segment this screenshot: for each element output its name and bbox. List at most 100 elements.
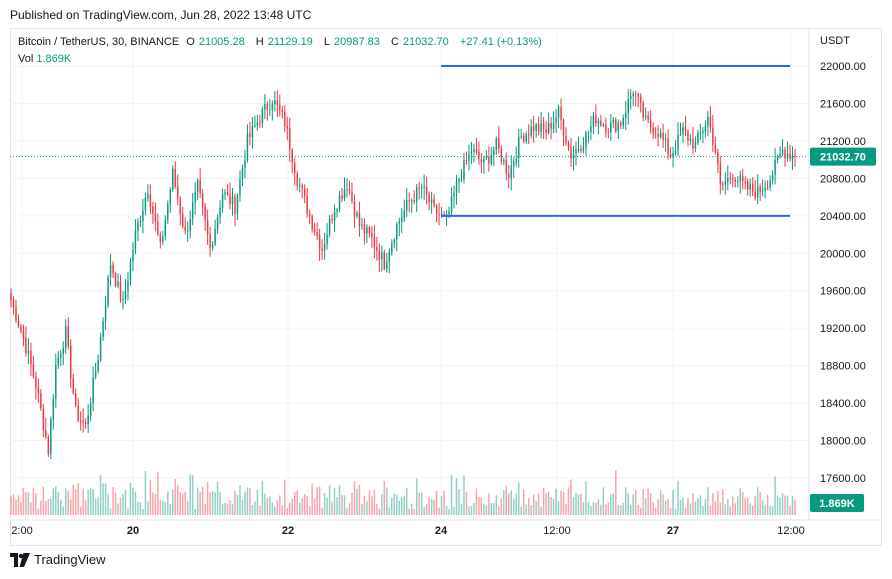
candle-body [652, 127, 654, 135]
volume-bar [592, 501, 595, 515]
candle-body [475, 149, 478, 152]
volume-bar [746, 497, 749, 515]
candle-body [20, 326, 22, 331]
volume-bar [346, 508, 348, 515]
brand-name: TradingView [34, 552, 106, 567]
volume-bar [692, 493, 694, 515]
volume-bar [505, 485, 508, 515]
volume-bar [219, 492, 221, 515]
volume-bar [547, 492, 550, 515]
volume-bar [741, 492, 744, 515]
candle-body [771, 175, 774, 181]
candle-body [159, 234, 162, 242]
candle-body [637, 94, 639, 97]
candle-body [186, 230, 189, 232]
candle-body [269, 109, 271, 111]
candle-body [515, 158, 517, 162]
volume-bar [727, 498, 729, 515]
candle-body [719, 164, 722, 185]
candle-body [530, 126, 532, 136]
candle-body [674, 150, 677, 153]
volume-bar [555, 488, 557, 515]
candle-body [751, 184, 754, 192]
candle-body [134, 230, 137, 251]
candle-body [654, 134, 657, 136]
candle-body [15, 306, 17, 321]
volume-bar [274, 506, 276, 515]
candle-body [303, 188, 306, 196]
symbol-name[interactable]: Bitcoin / TetherUS, 30, BINANCE [18, 36, 180, 48]
candle-body [587, 132, 590, 134]
volume-bar [132, 487, 134, 515]
y-tick-label: 18400.00 [820, 398, 866, 410]
candle-body [47, 436, 50, 454]
volume-bar [109, 508, 112, 515]
volume-bar [677, 480, 679, 515]
candle-body [401, 217, 403, 222]
volume-bar [722, 489, 724, 515]
volume-bar [791, 495, 794, 515]
volume-bar [159, 499, 162, 515]
candle-body [766, 187, 769, 189]
volume-bar [545, 493, 547, 515]
y-tick-label: 20000.00 [820, 248, 866, 260]
candle-body [423, 186, 425, 188]
volume-badge-label: 1.869K [819, 498, 855, 510]
candle-body [717, 151, 719, 165]
volume-bar [495, 495, 498, 515]
y-tick-label: 21200.00 [820, 136, 866, 148]
candle-body [403, 210, 405, 218]
volume-bar [244, 491, 246, 515]
candle-body [418, 187, 420, 189]
volume-bar [194, 508, 196, 515]
volume-bar [737, 496, 739, 515]
candle-body [769, 180, 771, 188]
candle-body [388, 252, 391, 262]
candle-body [42, 408, 45, 431]
volume-bar [443, 490, 445, 515]
volume-bar [739, 488, 741, 515]
price-chart[interactable]: 22000.00 21600.00 21200.00 20800.00 20400.00… [0, 0, 892, 546]
volume-bar [341, 494, 343, 515]
volume-bar [15, 499, 17, 515]
volume-bar [82, 488, 84, 515]
candle-body [413, 200, 415, 202]
candle-body [10, 292, 12, 301]
volume-bar [107, 493, 109, 515]
candle-body [381, 252, 383, 260]
candle-body [684, 127, 687, 132]
candle-body [480, 158, 483, 163]
candle-body [460, 179, 463, 181]
volume-bar [40, 500, 42, 515]
volume-bar [224, 503, 226, 515]
volume-bar [418, 492, 420, 515]
candle-body [744, 181, 746, 183]
volume-bar [789, 506, 791, 515]
candle-body [52, 398, 55, 420]
candle-body [547, 122, 550, 134]
volume-bar [448, 508, 450, 515]
volume-bar [530, 505, 532, 515]
candle-body [741, 175, 744, 182]
volume-bar [717, 490, 719, 515]
volume-bar [475, 488, 478, 515]
candle-body [577, 149, 580, 151]
candle-body [749, 184, 751, 190]
candle-body [40, 393, 42, 409]
volume-bar [201, 486, 204, 515]
volume-bar [672, 490, 674, 515]
candle-body [201, 193, 204, 207]
volume-bar [517, 482, 520, 515]
volume-bar [164, 502, 167, 515]
volume-bar [493, 502, 495, 515]
candle-body [142, 210, 144, 222]
candle-body [410, 200, 413, 202]
volume-bar [751, 505, 754, 515]
volume-bar [137, 501, 139, 515]
volume-bar [333, 487, 336, 515]
x-tick-label: 24 [435, 525, 448, 537]
volume-bar [74, 489, 77, 515]
volume-bar [368, 489, 371, 515]
y-tick-label: 21600.00 [820, 98, 866, 110]
candle-body [667, 138, 669, 154]
